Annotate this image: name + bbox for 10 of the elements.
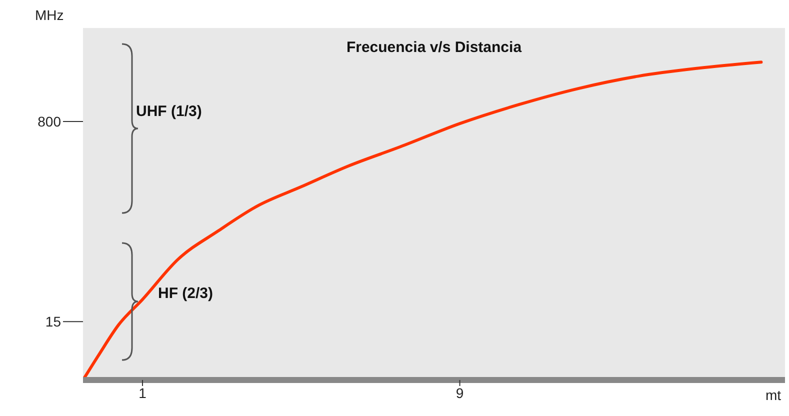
text: Frecuencia v/s Distancia xyxy=(346,39,522,56)
x-tick-label: 9 xyxy=(456,384,464,401)
line-series xyxy=(83,60,763,380)
y-axis-title: MHz xyxy=(35,7,64,23)
annotation: HF (2/3) xyxy=(158,285,214,302)
x-tick-label: 1 xyxy=(138,384,147,401)
x-axis-title: mt xyxy=(765,387,782,403)
y-tick-label: 800 xyxy=(38,114,62,130)
annotation: UHF (1/3) xyxy=(136,103,202,120)
y-tick-label: 15 xyxy=(45,314,62,330)
